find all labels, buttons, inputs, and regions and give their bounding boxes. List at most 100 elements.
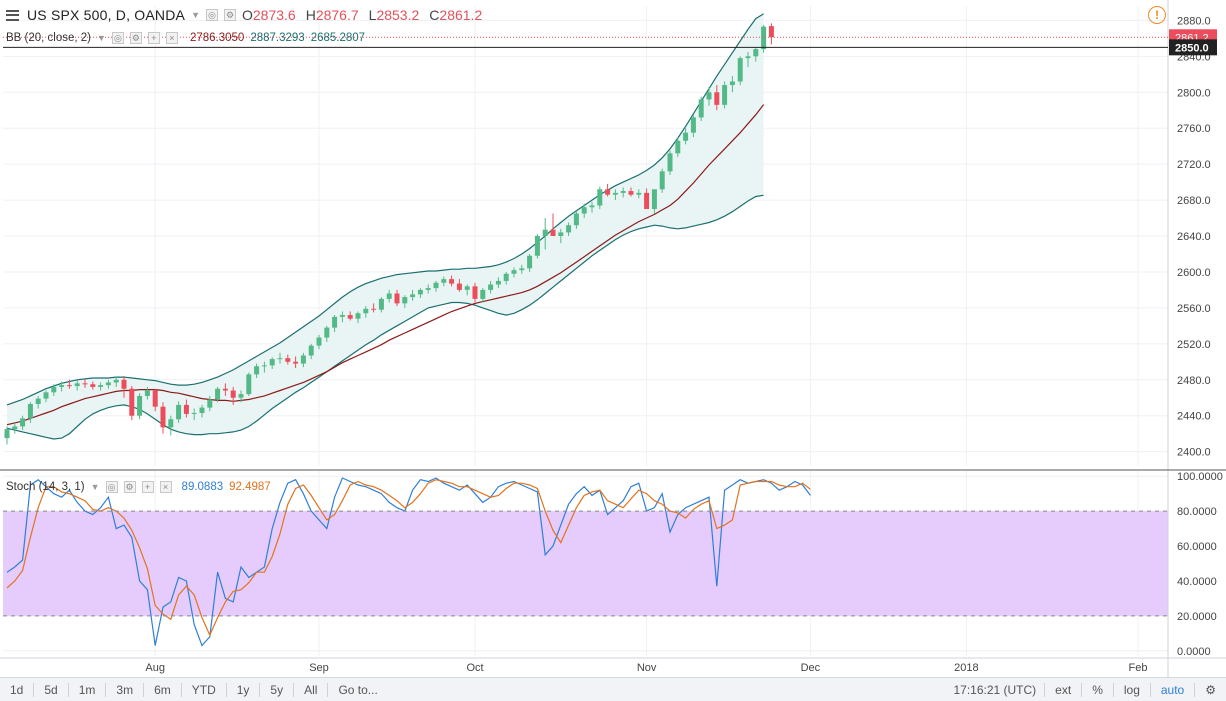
candle-body xyxy=(550,229,556,236)
ext-button[interactable]: ext xyxy=(1055,682,1072,697)
log-button[interactable]: log xyxy=(1123,682,1140,697)
range-button-5y[interactable]: 5y xyxy=(270,682,284,697)
candle-body xyxy=(339,315,345,317)
candle-body xyxy=(12,426,18,430)
stochastic-series xyxy=(6,477,811,647)
stoch-dropdown-icon[interactable]: ▼ xyxy=(90,482,100,492)
range-button-1y[interactable]: 1y xyxy=(236,682,250,697)
candle-body xyxy=(425,288,431,290)
candle-body xyxy=(527,255,533,269)
toolbar-separator xyxy=(180,682,182,697)
range-button-3m[interactable]: 3m xyxy=(116,682,134,697)
bb-settings-gear-icon[interactable]: ⚙ xyxy=(129,32,142,44)
stoch-remove-icon[interactable]: × xyxy=(159,481,172,493)
range-button-ytd[interactable]: YTD xyxy=(191,682,216,697)
candle-body xyxy=(394,293,400,304)
range-button-6m[interactable]: 6m xyxy=(154,682,171,697)
candle-body xyxy=(324,327,330,338)
range-button-1d[interactable]: 1d xyxy=(10,682,24,697)
crosshair-price-tag xyxy=(1169,39,1217,56)
candle-body xyxy=(176,404,182,420)
candle-body xyxy=(456,283,462,290)
price-tick-label: 2880.0 xyxy=(1177,15,1211,27)
menu-icon[interactable] xyxy=(6,9,19,21)
time-tick-label: 2018 xyxy=(954,662,978,674)
candle-body xyxy=(745,56,751,59)
price-tick-label: 2680.0 xyxy=(1177,195,1211,207)
bollinger-upper-line xyxy=(6,13,764,406)
stoch-visibility-icon[interactable]: ◎ xyxy=(105,481,118,493)
stoch-indicator-name[interactable]: Stoch (14, 3, 1) xyxy=(6,481,85,493)
percent-button[interactable]: % xyxy=(1092,682,1103,697)
stoch-k-line xyxy=(6,477,811,647)
candle-body xyxy=(347,315,353,319)
candle-body xyxy=(651,189,657,210)
candle-body xyxy=(191,412,197,414)
candle-body xyxy=(472,286,478,299)
candle-body xyxy=(605,189,611,195)
toolbar-separator xyxy=(259,682,261,697)
chart-canvas[interactable]: 2400.0 2440.0 2480.0 2520.0 2560.0 2600.0 2640… xyxy=(0,0,1226,677)
toolbar-separator xyxy=(1112,682,1114,697)
toolbar-separator xyxy=(1081,682,1083,697)
stoch-tick-label: 20.0000 xyxy=(1177,611,1217,623)
range-button-all[interactable]: All xyxy=(304,682,318,697)
ohlc-close: C2861.2 xyxy=(429,7,483,23)
stoch-settings-gear-icon[interactable]: ⚙ xyxy=(123,481,136,493)
bb-add-icon[interactable]: + xyxy=(147,32,160,44)
candle-body xyxy=(597,189,603,206)
bb-remove-icon[interactable]: × xyxy=(165,32,178,44)
price-tick-label: 2560.0 xyxy=(1177,303,1211,315)
visibility-icon[interactable]: ◎ xyxy=(205,9,218,21)
bb-indicator-name[interactable]: BB (20, close, 2) xyxy=(6,32,92,44)
candle-body xyxy=(254,366,260,375)
candle-body xyxy=(690,117,696,133)
candle-body xyxy=(636,192,642,195)
stoch-add-icon[interactable]: + xyxy=(141,481,154,493)
goto-button[interactable]: Go to... xyxy=(338,682,378,697)
price-tick-label: 2440.0 xyxy=(1177,411,1211,423)
settings-gear-icon[interactable]: ⚙ xyxy=(1205,682,1216,697)
bb-dropdown-icon[interactable]: ▼ xyxy=(97,33,106,43)
candle-body xyxy=(4,429,10,439)
bb-upper-value: 2887.3293 xyxy=(250,32,305,44)
candle-body xyxy=(737,58,743,82)
toolbar-separator xyxy=(105,682,107,697)
crosshair-price-label: 2850.0 xyxy=(1175,42,1209,54)
bb-lower-value: 2685.2807 xyxy=(310,32,366,44)
candle-body xyxy=(355,313,361,319)
candle-body xyxy=(261,365,267,367)
bb-visibility-icon[interactable]: ◎ xyxy=(111,32,124,44)
alert-icon[interactable]: ! xyxy=(1148,6,1166,24)
bottom-toolbar: 1d 5d 1m 3m 6m YTD 1y 5y All Go to... 17:16:21 (… xyxy=(0,677,1226,701)
auto-button[interactable]: auto xyxy=(1160,682,1185,697)
candle-body xyxy=(308,345,314,356)
symbol-label[interactable]: US SPX 500, D, OANDA xyxy=(27,7,186,23)
toolbar-separator xyxy=(293,682,295,697)
candle-body xyxy=(59,385,65,387)
candle-body xyxy=(277,358,283,360)
candle-body xyxy=(316,337,322,346)
bb-legend: BB (20, close, 2) ▼ ◎ ⚙ + × 2786.3050 28… xyxy=(6,32,365,44)
symbol-dropdown-icon[interactable]: ▼ xyxy=(191,10,200,20)
range-button-1m[interactable]: 1m xyxy=(78,682,96,697)
toolbar-separator xyxy=(1044,682,1046,697)
candle-body xyxy=(675,140,681,154)
ohlc-open: O2873.6 xyxy=(241,7,296,23)
time-tick-label: Feb xyxy=(1129,662,1148,674)
candle-body xyxy=(207,399,213,408)
candle-body xyxy=(761,26,767,50)
candle-body xyxy=(199,407,205,413)
candle-body xyxy=(714,92,720,105)
stoch-tick-label: 80.0000 xyxy=(1177,506,1217,518)
candle-body xyxy=(488,284,494,290)
stoch-tick-label: 60.0000 xyxy=(1177,541,1217,553)
candle-body xyxy=(433,282,439,289)
stoch-overbought-oversold-band xyxy=(3,511,1168,616)
range-button-5d[interactable]: 5d xyxy=(44,682,58,697)
candle-body xyxy=(519,268,525,271)
candle-body xyxy=(768,26,774,38)
price-tick-label: 2720.0 xyxy=(1177,159,1211,171)
settings-gear-icon[interactable]: ⚙ xyxy=(223,9,236,21)
